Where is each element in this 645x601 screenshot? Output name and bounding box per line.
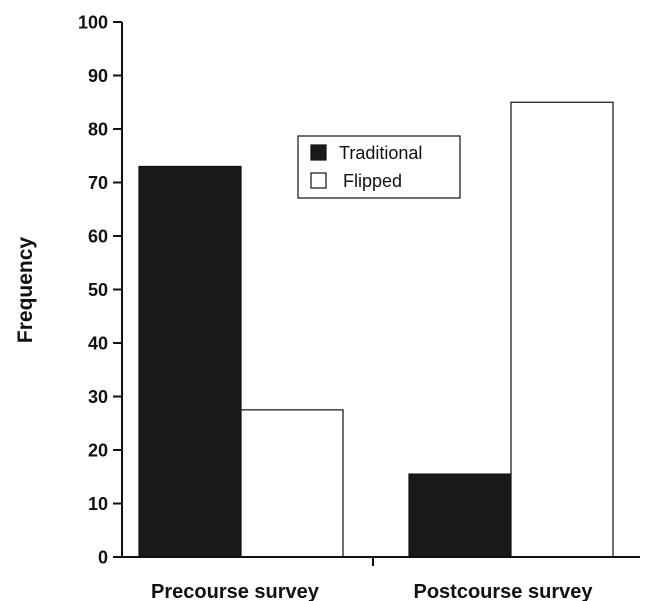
x-axis-category-labels: Precourse survey Postcourse survey: [151, 581, 593, 601]
bar-flipped-postcourse: [510, 101, 614, 558]
y-tick-label: 60: [88, 227, 108, 247]
legend: Traditional Flipped: [297, 135, 461, 199]
y-tick-label: 70: [88, 173, 108, 193]
y-tick-label: 50: [88, 280, 108, 300]
y-tick-label: 10: [88, 494, 108, 514]
legend-swatch-flipped: [310, 172, 327, 189]
legend-label-traditional: Traditional: [339, 143, 422, 163]
bars-group: [138, 101, 614, 558]
legend-items: Traditional Flipped: [310, 143, 422, 191]
y-tick-label: 30: [88, 387, 108, 407]
y-tick-label: 100: [78, 13, 108, 33]
bar-traditional-postcourse: [408, 473, 512, 558]
x-category-label: Postcourse survey: [414, 581, 594, 601]
y-tick-label: 20: [88, 441, 108, 461]
y-tick-label: 0: [98, 548, 108, 568]
y-axis-label: Frequency: [14, 237, 37, 344]
bar-flipped-precourse: [240, 409, 344, 558]
x-category-label: Precourse survey: [151, 581, 320, 601]
y-tick-label: 90: [88, 66, 108, 86]
y-tick-label: 40: [88, 334, 108, 354]
legend-swatch-traditional: [310, 144, 327, 161]
y-axis-ticks: 0 10 20 30 40 50 60 70 80 90 100: [78, 13, 122, 568]
legend-label-flipped: Flipped: [343, 171, 402, 191]
y-tick-label: 80: [88, 120, 108, 140]
bar-traditional-precourse: [138, 165, 242, 558]
